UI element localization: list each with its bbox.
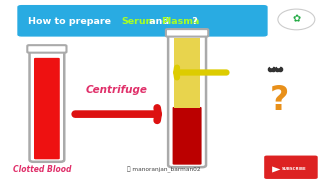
Text: ⓘ manoranjan_barman02: ⓘ manoranjan_barman02 <box>126 166 200 173</box>
Polygon shape <box>272 166 280 172</box>
Text: Serum: Serum <box>121 17 156 26</box>
FancyBboxPatch shape <box>27 45 67 53</box>
Text: and: and <box>146 17 173 26</box>
FancyBboxPatch shape <box>17 4 268 37</box>
Text: ?: ? <box>189 17 197 26</box>
FancyBboxPatch shape <box>166 29 208 37</box>
Circle shape <box>278 9 315 30</box>
Bar <box>174 37 200 108</box>
Text: ✿: ✿ <box>292 14 300 24</box>
Text: Centrifuge: Centrifuge <box>86 85 148 95</box>
Text: ?: ? <box>270 84 289 117</box>
Text: Plasma: Plasma <box>161 17 200 26</box>
Text: How to prepare: How to prepare <box>28 17 114 26</box>
FancyBboxPatch shape <box>34 58 60 159</box>
Text: SUBSCRIBE: SUBSCRIBE <box>282 167 306 172</box>
FancyBboxPatch shape <box>172 107 202 165</box>
Text: Clotted Blood: Clotted Blood <box>13 165 72 174</box>
FancyBboxPatch shape <box>264 156 318 179</box>
